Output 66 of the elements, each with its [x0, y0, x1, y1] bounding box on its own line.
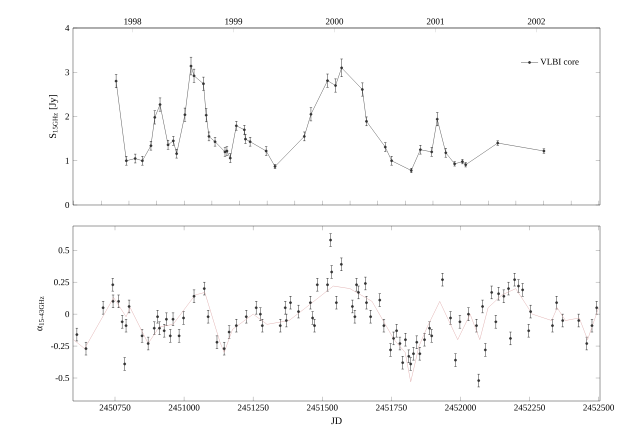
point [150, 144, 152, 148]
point [384, 146, 387, 148]
x2-tick-label: 1998 [124, 18, 142, 24]
point [360, 88, 364, 91]
point [172, 139, 175, 142]
point [175, 152, 178, 156]
x-tick-label: 2451250 [238, 404, 269, 411]
point [430, 150, 434, 154]
y-tick-label: 0.25 [54, 279, 70, 286]
point [264, 150, 268, 152]
legend-label: VLBI core [540, 58, 579, 65]
y-axis-title: S$_{15GHz}$ [Jy] [48, 95, 58, 138]
x-tick-label: 2450750 [100, 404, 130, 411]
point [166, 143, 170, 146]
point [140, 159, 144, 162]
point [390, 159, 394, 162]
point [226, 150, 228, 152]
y-tick-label: 2 [65, 114, 69, 120]
x-tick-label: 2452500 [583, 404, 614, 411]
x2-tick-label: 2001 [426, 18, 444, 24]
x-tick-label: 2452250 [514, 404, 545, 411]
x-tick-label: 2451750 [376, 404, 407, 411]
point [190, 64, 192, 68]
point [326, 79, 329, 82]
point [114, 80, 118, 82]
y-tick-label: 3 [65, 69, 70, 76]
x-tick-label: 2452000 [445, 404, 476, 411]
point [202, 82, 205, 86]
point [158, 103, 162, 106]
point [192, 74, 196, 78]
point [244, 138, 247, 140]
point [302, 135, 306, 138]
y-tick-label: 4 [65, 25, 70, 31]
x-tick-label: 2451500 [306, 404, 338, 411]
y-tick-label: 0 [65, 202, 70, 208]
point [224, 150, 226, 154]
x2-tick-label: 2000 [326, 18, 344, 24]
point [365, 120, 368, 123]
point [184, 113, 186, 116]
point [310, 112, 312, 116]
point [228, 156, 232, 160]
point [204, 114, 208, 117]
y-axis-title: α$_{15-43GHz}$ [38, 296, 44, 331]
point [153, 116, 156, 119]
point [248, 140, 252, 144]
point [214, 140, 216, 144]
point [444, 151, 448, 154]
point [242, 128, 246, 132]
x2-tick-label: 1999 [225, 18, 242, 24]
line-series [73, 286, 599, 382]
point [340, 66, 344, 70]
point [436, 118, 439, 121]
point [134, 157, 137, 160]
point [124, 159, 128, 162]
point [234, 124, 238, 128]
y-tick-label: -0.5 [56, 374, 70, 382]
y-tick-label: -0.25 [51, 343, 70, 350]
x-axis-title: JD [331, 417, 342, 424]
x2-tick-label: 2002 [528, 18, 545, 24]
y-tick-label: 1 [66, 158, 69, 164]
y-tick-label: 0.5 [58, 247, 70, 254]
x-tick-label: 2451000 [168, 404, 200, 411]
y-tick-label: 0 [65, 311, 70, 318]
point [418, 148, 422, 152]
point [208, 135, 210, 138]
point [334, 84, 337, 87]
